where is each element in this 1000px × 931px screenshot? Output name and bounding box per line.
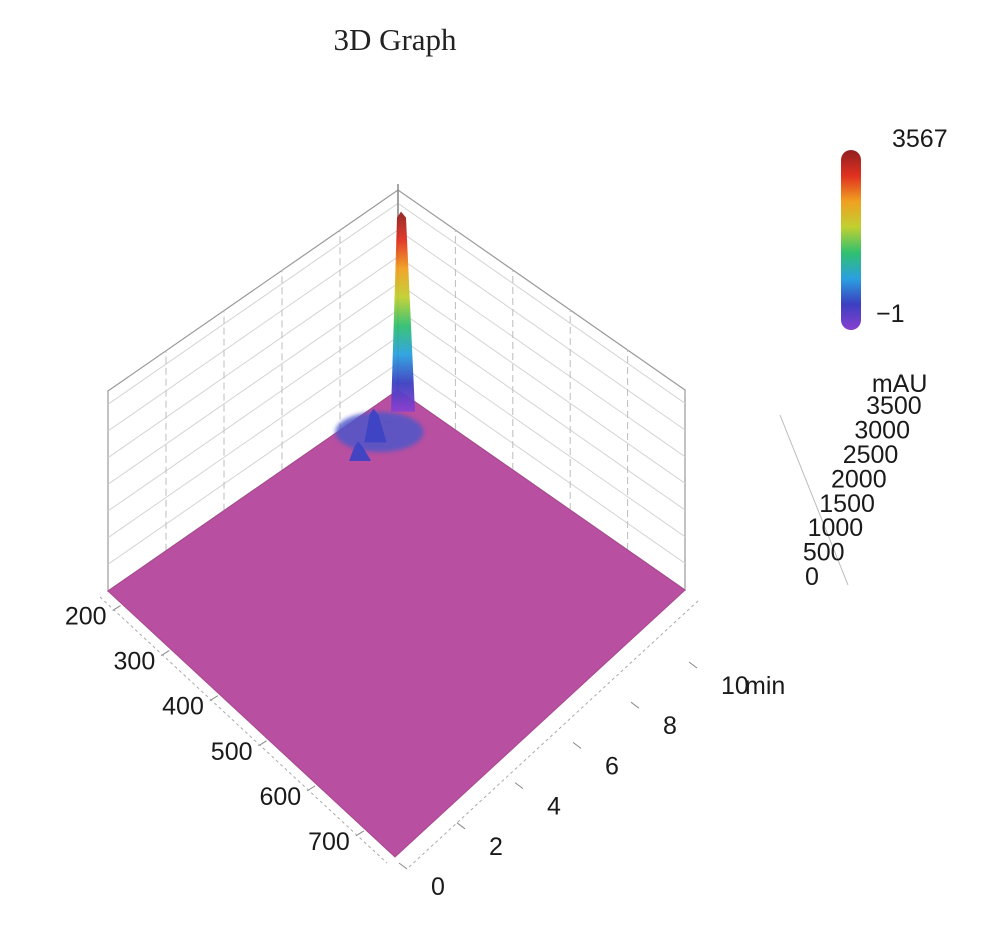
time-tick	[688, 661, 698, 669]
peak-mark	[364, 408, 387, 443]
colorbar-gradient	[841, 150, 861, 330]
time-tick	[514, 782, 524, 789]
absorbance-tick-label: 500	[803, 539, 845, 567]
time-tick-label: 6	[605, 752, 619, 780]
surface-floor	[107, 389, 686, 858]
time-tick	[398, 862, 408, 870]
wavelength-tick-label: 300	[114, 648, 156, 676]
colorbar: 3567 −1	[841, 125, 948, 330]
chart-title: 3D Graph	[333, 22, 457, 57]
absorbance-tick-label: 1500	[819, 490, 875, 518]
peak-mark	[349, 441, 372, 461]
absorbance-tick-label: 1000	[808, 514, 864, 542]
absorbance-tick-label: 0	[805, 563, 819, 591]
wavelength-tick-label: 200	[65, 603, 107, 631]
absorbance-axis-line	[779, 414, 849, 586]
absorbance-tick-label: 3000	[854, 417, 910, 445]
wavelength-axis-line	[99, 596, 388, 864]
wavelength-tick-label: 600	[259, 783, 301, 811]
time-tick-label: 4	[547, 793, 561, 821]
colorbar-max-label: 3567	[892, 125, 948, 153]
surface-floor-plane	[107, 389, 686, 858]
absorbance-unit-label: mAU	[872, 370, 928, 398]
time-tick-label: 8	[663, 712, 677, 740]
wavelength-tick-label: 500	[211, 738, 253, 766]
time-tick-label: 2	[489, 833, 503, 861]
time-unit-label: min	[745, 672, 785, 700]
absorbance-tick-label: 2000	[831, 465, 887, 493]
absorbance-tick-label: 3500	[866, 392, 922, 420]
time-tick	[630, 701, 640, 709]
peaks	[335, 211, 424, 461]
colorbar-min-label: −1	[876, 300, 905, 328]
wavelength-tick-label: 700	[308, 828, 350, 856]
time-tick	[456, 822, 466, 830]
wavelength-tick-label: 400	[162, 693, 204, 721]
time-tick-label: 10	[721, 672, 749, 700]
time-tick	[572, 742, 582, 749]
absorbance-tick-label: 2500	[843, 441, 899, 469]
peak-mark	[391, 211, 415, 412]
time-tick-label: 0	[431, 873, 445, 901]
